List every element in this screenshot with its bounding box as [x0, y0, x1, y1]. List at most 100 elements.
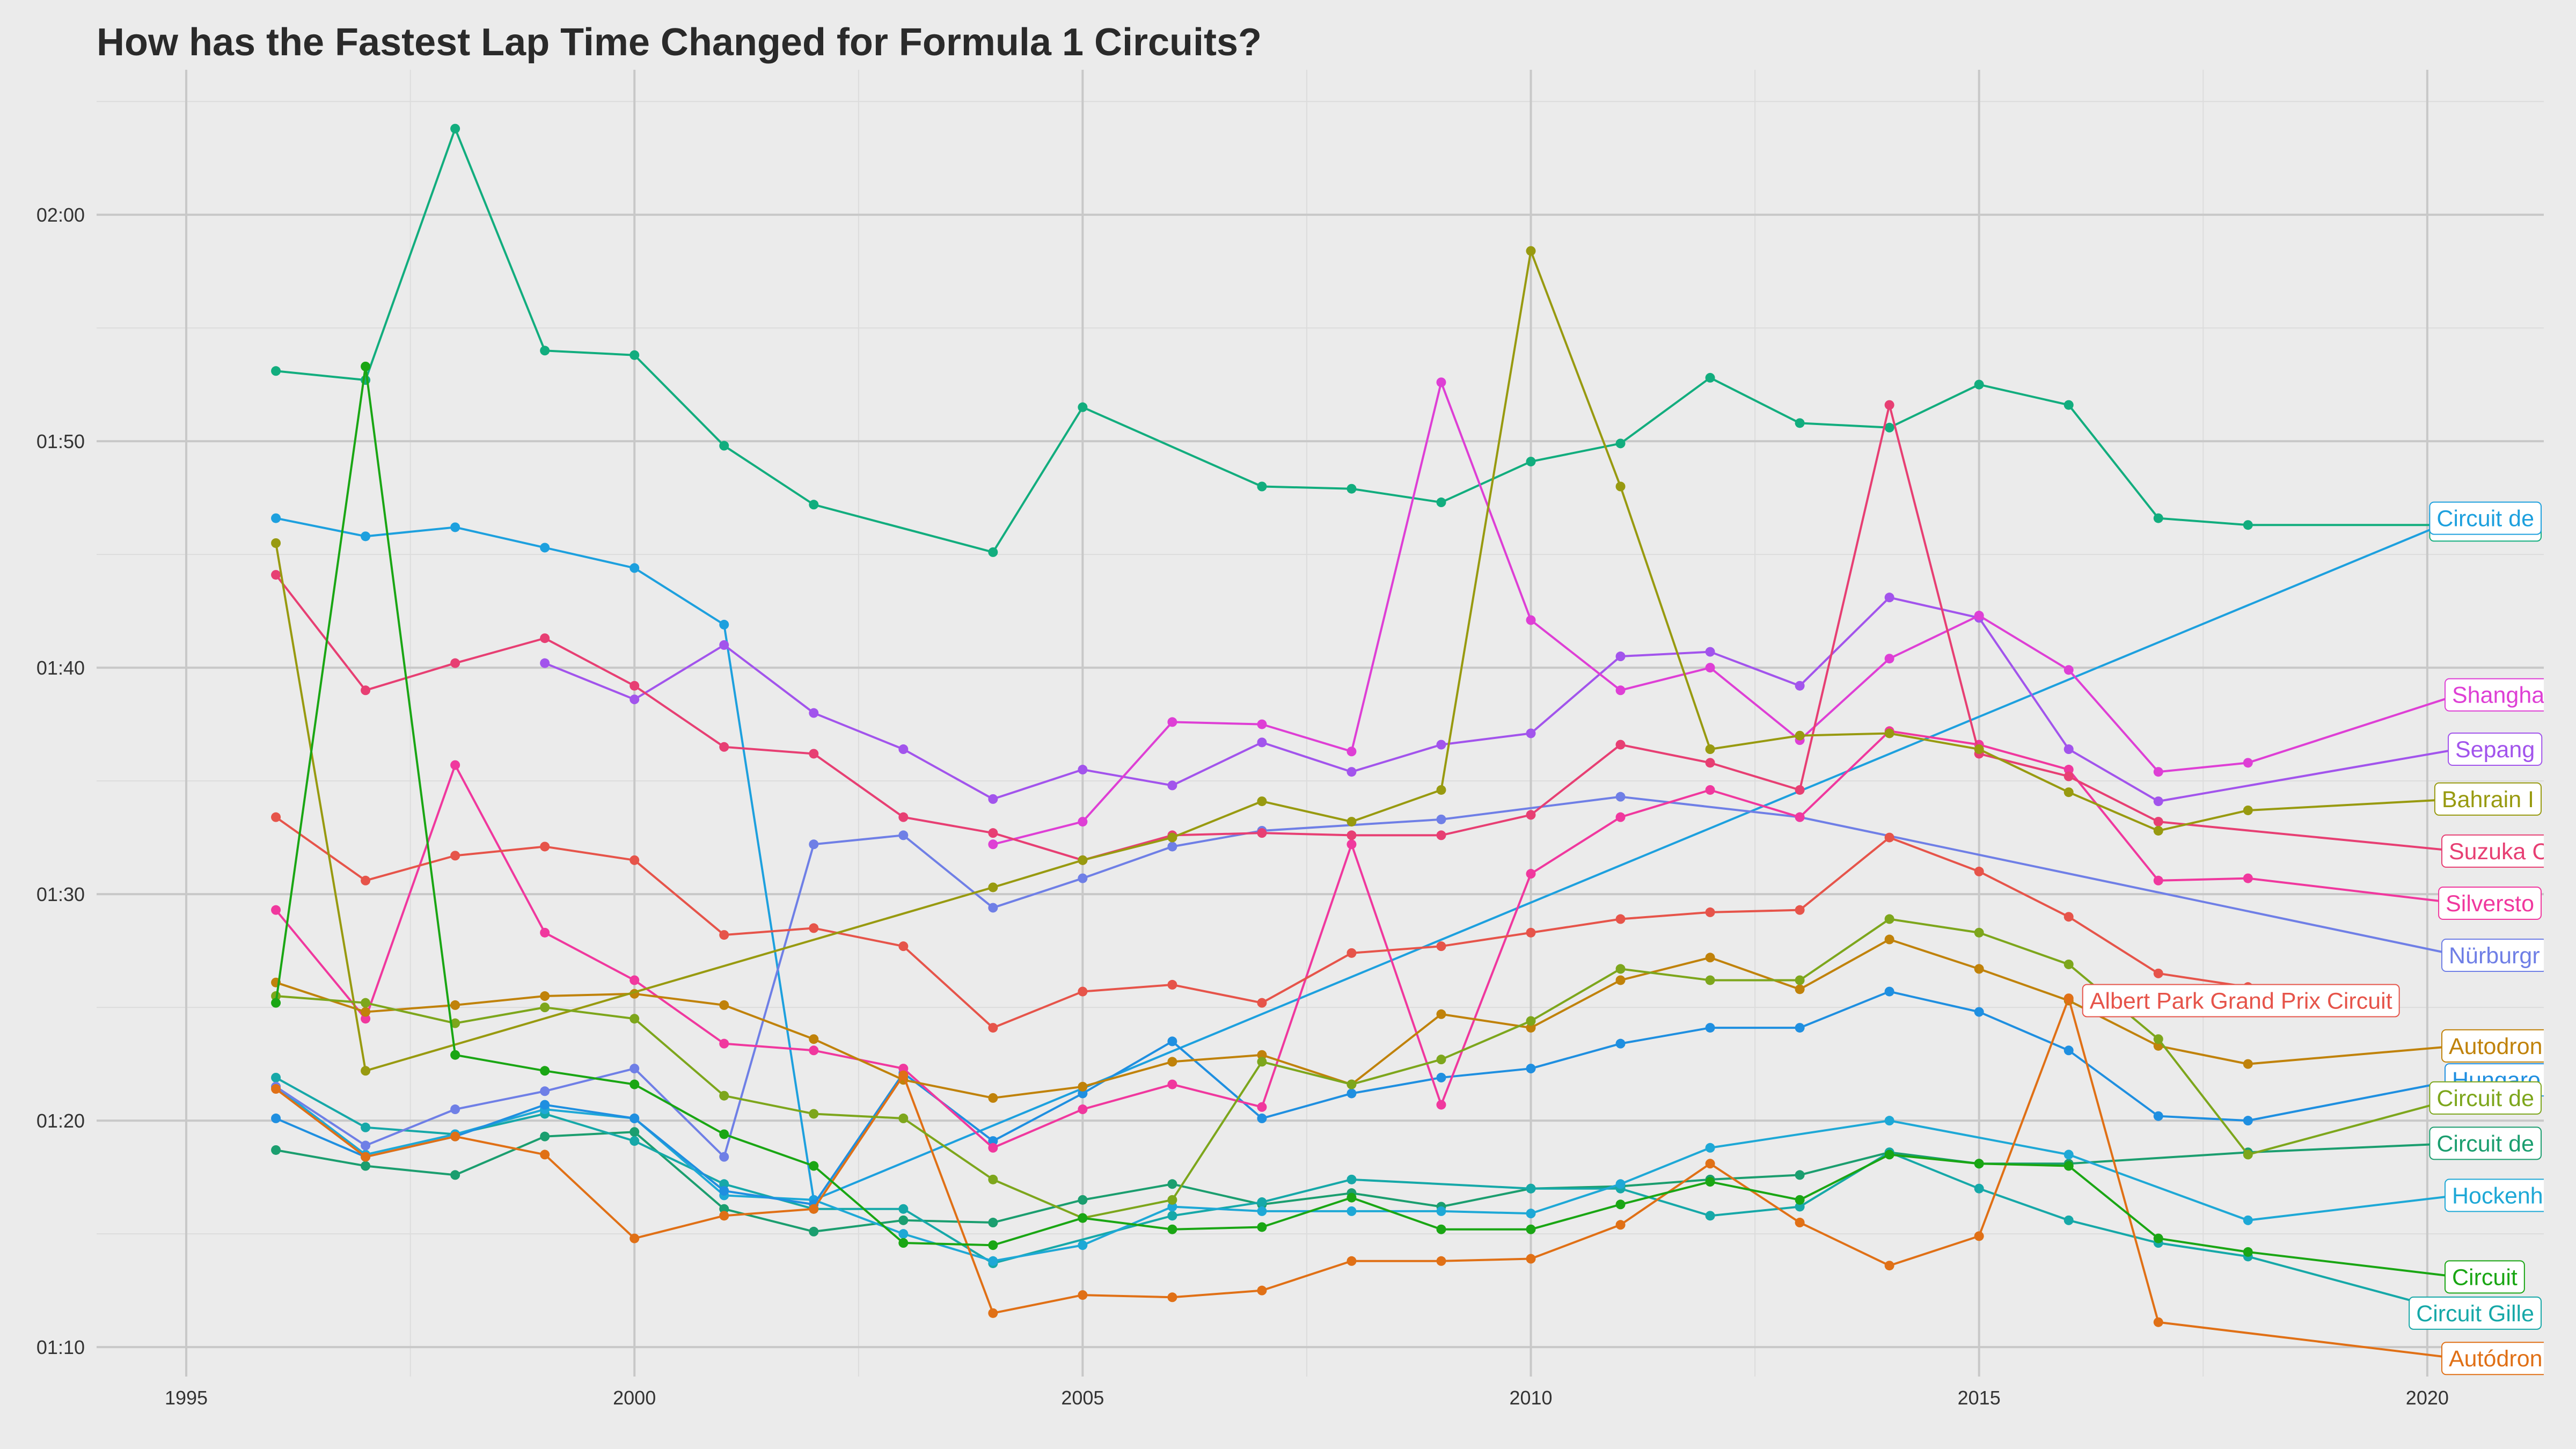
data-point: [1884, 832, 1894, 843]
data-point: [1884, 914, 1894, 924]
data-point: [719, 742, 729, 752]
data-point: [361, 685, 371, 696]
data-point: [1615, 1199, 1626, 1210]
data-point: [2063, 1215, 2074, 1225]
data-point: [1705, 1211, 1715, 1221]
data-point: [630, 975, 640, 985]
data-point: [1526, 1254, 1536, 1264]
data-point: [898, 1070, 909, 1080]
data-point: [2153, 1034, 2163, 1044]
data-point: [1615, 1179, 1626, 1189]
data-point: [1974, 1231, 1984, 1241]
data-point: [271, 1113, 281, 1123]
data-point: [2063, 771, 2074, 781]
data-point: [630, 563, 640, 573]
series-label: Nürburgr: [2441, 939, 2544, 972]
data-point: [1436, 740, 1446, 750]
data-point: [1705, 785, 1715, 795]
data-point: [1167, 979, 1177, 990]
data-point: [898, 830, 909, 840]
data-point: [1705, 1143, 1715, 1153]
data-point: [540, 1100, 550, 1110]
data-point: [2063, 400, 2074, 410]
data-point: [988, 882, 998, 892]
data-point: [450, 760, 460, 770]
data-point: [2153, 968, 2163, 978]
data-point: [1526, 927, 1536, 938]
data-point: [1167, 841, 1177, 852]
data-point: [1346, 767, 1357, 777]
data-point: [1346, 1206, 1357, 1216]
data-point: [1346, 839, 1357, 850]
data-point: [361, 361, 371, 371]
data-point: [1884, 400, 1894, 410]
data-point: [630, 1113, 640, 1123]
x-tick-label: 2000: [613, 1387, 656, 1409]
data-point: [1436, 941, 1446, 952]
data-point: [719, 1000, 729, 1010]
data-point: [1436, 1256, 1446, 1266]
series-label-box: [2441, 1342, 2544, 1375]
data-point: [898, 1204, 909, 1214]
data-point: [630, 680, 640, 691]
data-point: [1257, 1050, 1267, 1060]
series-label: Autódron: [2441, 1342, 2544, 1375]
series-label-box: [2445, 1260, 2525, 1294]
data-point: [1526, 1183, 1536, 1194]
data-point: [1526, 1224, 1536, 1234]
data-point: [809, 1045, 819, 1056]
series-10: [271, 400, 2458, 865]
data-point: [1526, 810, 1536, 820]
series-label: Hockenh: [2445, 1179, 2544, 1212]
series-connector: [2248, 797, 2458, 811]
data-point: [450, 1104, 460, 1115]
series-connector: [2248, 877, 2458, 904]
data-point: [1795, 785, 1805, 795]
series-label: Circuit Gille: [2409, 1296, 2542, 1330]
data-point: [1436, 377, 1446, 387]
data-point: [2153, 825, 2163, 836]
data-point: [361, 1014, 371, 1024]
data-point: [809, 923, 819, 933]
data-point: [1526, 615, 1536, 625]
chart-title: How has the Fastest Lap Time Changed for…: [97, 21, 1262, 64]
data-point: [1436, 1009, 1446, 1019]
data-point: [1795, 905, 1805, 915]
data-point: [630, 1136, 640, 1146]
data-point: [809, 839, 819, 850]
data-point: [1974, 744, 1984, 755]
x-axis-ticks: 1995 2000 2005 2010 2015 2020: [165, 1387, 2449, 1409]
data-point: [1884, 1150, 1894, 1160]
series-label: Bahrain I: [2434, 782, 2542, 816]
data-point: [719, 619, 729, 630]
series-connector: [2248, 1044, 2458, 1065]
data-point: [2063, 665, 2074, 675]
data-point: [2063, 1150, 2074, 1160]
y-tick-label: 01:40: [36, 657, 85, 679]
data-point: [1078, 986, 1088, 997]
data-point: [988, 839, 998, 850]
data-point: [361, 1007, 371, 1017]
data-point: [540, 991, 550, 1001]
data-point: [988, 1093, 998, 1103]
data-point: [1795, 984, 1805, 994]
data-point: [271, 1145, 281, 1155]
data-point: [540, 841, 550, 852]
series-4: [271, 513, 2458, 1205]
data-point: [450, 123, 460, 134]
data-point: [1436, 1206, 1446, 1216]
series-connector: [2158, 1321, 2458, 1360]
data-point: [1615, 975, 1626, 985]
data-point: [1167, 1292, 1177, 1302]
data-point: [1795, 418, 1805, 428]
series-label-box: [2409, 1296, 2542, 1330]
data-point: [1346, 1256, 1357, 1266]
series-label-box: [2441, 939, 2544, 972]
data-point: [719, 1204, 729, 1214]
data-point: [1257, 481, 1267, 492]
data-point: [540, 927, 550, 938]
series-label-text: Circuit de: [2436, 506, 2534, 532]
y-tick-label: 01:20: [36, 1110, 85, 1132]
data-point: [2153, 513, 2163, 523]
